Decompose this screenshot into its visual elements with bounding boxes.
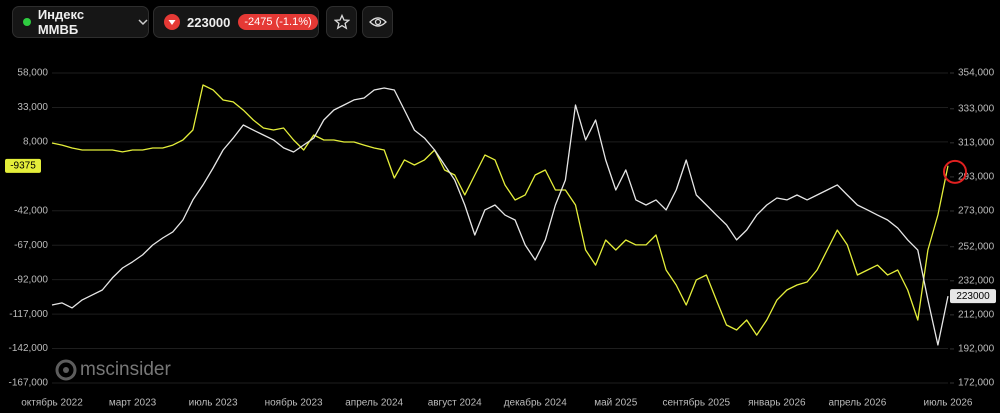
- y2-tick-label: 293,000: [958, 172, 995, 183]
- favorite-button[interactable]: [326, 6, 357, 38]
- x-tick-label: июль 2026: [924, 398, 973, 409]
- y-tick-label: -42,000: [14, 205, 48, 216]
- y-tick-label: 58,000: [17, 68, 48, 79]
- change: -2475 (-1.1%): [238, 14, 318, 30]
- tag-bg: [950, 289, 996, 304]
- y2-tick-label: 313,000: [958, 137, 995, 148]
- x-tick-label: июль 2023: [189, 398, 238, 409]
- x-tick-label: март 2023: [109, 398, 157, 409]
- view-button[interactable]: [362, 6, 393, 38]
- x-tick-label: май 2025: [594, 398, 637, 409]
- x-tick-label: январь 2026: [748, 398, 806, 409]
- last-value-tag: 223000: [950, 289, 996, 304]
- y-tick-label: -142,000: [9, 343, 49, 354]
- y-tick-label: -67,000: [14, 240, 48, 251]
- x-tick-label: октябрь 2022: [21, 397, 83, 409]
- last-value-tag: -9375: [5, 158, 41, 173]
- grid: [52, 72, 948, 384]
- x-tick-label: декабрь 2024: [504, 397, 568, 409]
- y-tick-label: 33,000: [17, 102, 48, 113]
- price-box: 223000 -2475 (-1.1%): [153, 6, 319, 38]
- y2-tick-label: 354,000: [958, 68, 995, 79]
- watermark: mscinsider: [80, 359, 171, 380]
- y-tick-label: -167,000: [9, 378, 49, 389]
- star-icon: [333, 14, 350, 30]
- x-tick-label: апрель 2024: [345, 398, 403, 409]
- symbol-selector[interactable]: Индекс ММВБ: [12, 6, 149, 38]
- y-tick-label: -117,000: [9, 309, 48, 320]
- price: 223000: [187, 14, 231, 30]
- y2-tick-label: 192,000: [958, 344, 995, 355]
- y2-tick-label: 333,000: [958, 103, 995, 114]
- y2-tick-label: 273,000: [958, 206, 995, 217]
- y-tick-label: -92,000: [14, 274, 48, 285]
- down-icon: [164, 14, 180, 30]
- x-tick-label: сентябрь 2025: [663, 397, 731, 409]
- x-tick-label: ноябрь 2023: [265, 397, 323, 409]
- highlight-ring: [943, 159, 967, 184]
- status-dot: [23, 18, 31, 26]
- x-tick-label: апрель 2026: [828, 398, 886, 409]
- y2-tick-label: 252,000: [958, 241, 995, 252]
- series-line: [51, 84, 949, 336]
- symbol: Индекс ММВБ: [37, 7, 85, 37]
- series-line: [51, 87, 949, 346]
- eye-icon: [368, 17, 387, 27]
- dropdown-icon: [138, 19, 148, 26]
- y2-tick-label: 172,000: [958, 378, 995, 389]
- tag-label: -9375: [10, 160, 36, 171]
- watermark-logo: [55, 359, 77, 381]
- y-tick-label: 8,000: [23, 137, 48, 148]
- tag-bg: [5, 158, 41, 173]
- tag-label: 223000: [956, 291, 990, 302]
- y2-tick-label: 232,000: [958, 275, 995, 286]
- y2-tick-label: 212,000: [958, 310, 995, 321]
- x-tick-label: август 2024: [428, 398, 482, 409]
